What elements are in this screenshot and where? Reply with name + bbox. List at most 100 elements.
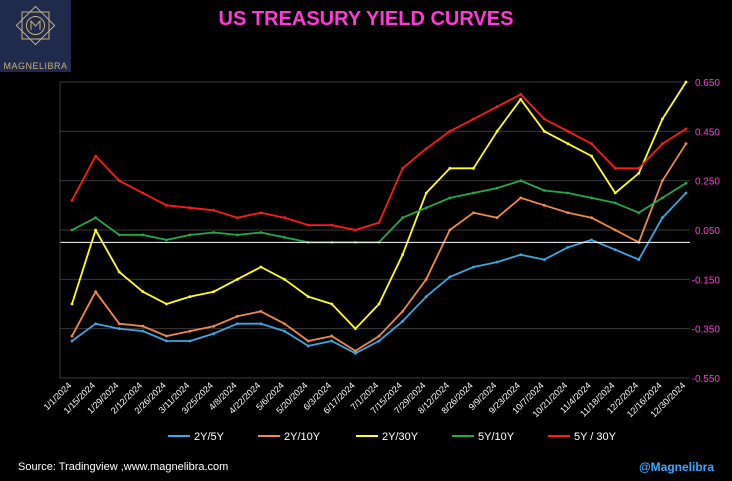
data-point [495,186,499,190]
data-point [424,206,428,210]
data-point [542,117,546,121]
data-point [472,166,475,170]
data-point [684,80,688,84]
data-point [165,302,168,306]
logo-mark-icon [15,5,56,46]
data-point [684,181,688,185]
data-point [660,117,664,121]
data-point [235,233,239,237]
data-point [353,349,357,353]
data-point [117,322,121,326]
data-point [401,166,405,170]
data-point [590,196,593,200]
data-point [188,295,192,298]
data-point [94,290,98,294]
data-point [117,270,121,274]
data-point [70,199,74,202]
data-point [283,322,286,326]
data-point [235,216,239,220]
data-point [637,166,641,170]
data-point [613,248,617,252]
data-point [377,302,381,306]
x-axis: 1/1/20241/15/20241/29/20242/12/20242/26/… [42,380,688,419]
data-point [188,329,192,333]
data-point [519,196,523,200]
data-point [141,233,145,237]
data-point [590,154,593,158]
data-point [165,203,168,207]
data-point [519,97,523,101]
legend-label: 2Y/30Y [382,431,419,443]
data-point [495,216,499,220]
data-point [283,216,286,220]
series-layer [70,80,688,355]
data-point [235,277,239,281]
data-point [542,203,546,207]
data-point [684,191,688,195]
data-point [377,221,381,225]
data-point [330,223,334,227]
data-point [235,314,239,318]
data-point [495,105,499,109]
data-point [117,327,121,331]
data-point [377,334,381,338]
data-point [660,216,664,220]
data-point [259,310,263,313]
data-point [684,127,688,131]
data-point [188,233,192,237]
data-point [70,228,74,232]
data-point [353,228,357,232]
data-point [566,211,570,215]
chart-title: US TREASURY YIELD CURVES [218,8,514,30]
data-point [70,339,74,343]
series-line-2 [71,81,687,330]
data-point [519,92,523,96]
data-point [330,339,334,343]
data-point [259,322,263,326]
magnelibra-logo-icon: MAGNELIBRA [0,0,71,72]
data-point [330,334,334,338]
data-point [165,334,168,338]
data-point [401,310,405,313]
y-tick-label: 0.050 [695,226,720,237]
legend: 2Y/5Y 2Y/10Y 2Y/30Y 5Y/10Y 5Y / 30Y [168,431,617,443]
data-point [188,339,192,343]
y-tick-label: -0.350 [692,325,721,336]
data-point [424,277,428,281]
data-point [283,236,286,239]
data-point [94,216,98,220]
data-point [542,129,546,133]
data-point [283,277,286,281]
data-point [472,211,475,215]
data-point [235,322,239,326]
data-point [448,166,452,170]
data-point [542,258,546,261]
data-point [424,147,428,151]
data-point [212,290,216,294]
legend-label: 5Y/10Y [478,431,515,443]
data-point [188,206,192,210]
data-point [259,211,263,215]
data-point [212,208,216,212]
data-point [94,154,98,158]
data-point [306,223,310,227]
data-point [259,265,263,269]
data-point [70,334,74,338]
data-point [165,339,168,343]
data-point [472,191,475,195]
y-tick-label: -0.550 [692,374,721,385]
series-line-1 [71,143,687,352]
data-point [448,275,452,279]
data-point [660,196,664,200]
series-line-4 [71,93,687,231]
data-point [424,191,428,195]
data-point [424,295,428,298]
data-point [566,142,570,146]
data-point [613,166,617,170]
data-point [141,329,145,333]
source-note: Source: Tradingview ,www.magnelibra.com [18,461,229,473]
data-point [613,228,617,232]
data-point [117,233,121,237]
data-point [141,191,145,195]
